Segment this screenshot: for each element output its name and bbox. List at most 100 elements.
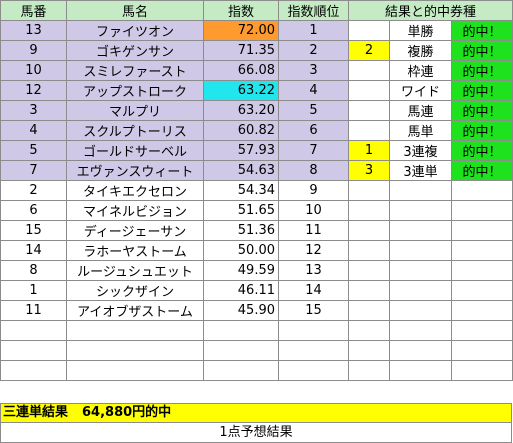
header-result: 結果と的中券種 xyxy=(348,0,513,21)
horse-index: 46.11 xyxy=(203,280,279,301)
horse-index: 60.82 xyxy=(203,120,279,141)
hit-status xyxy=(451,220,513,241)
index-rank: 6 xyxy=(278,120,349,141)
result-mark xyxy=(348,260,390,281)
trifecta-label: 三連単結果 xyxy=(3,405,69,420)
ticket-type: 3連単 xyxy=(389,160,452,181)
horse-name: ルージュシュエット xyxy=(66,260,204,281)
empty-row xyxy=(0,360,513,381)
empty-cell xyxy=(389,320,452,341)
hit-status: 的中！ xyxy=(451,160,513,181)
table-row: 5 ゴールドサーベル 57.93 7 1 3連複 的中！ xyxy=(0,140,513,161)
empty-cell xyxy=(451,360,513,381)
horse-index: 72.00 xyxy=(203,20,279,41)
index-table: 馬番 馬名 指数 指数順位 結果と的中券種 13 ファイツオン 72.00 1 単勝 的中… xyxy=(0,0,513,381)
horse-number: 14 xyxy=(0,240,67,261)
empty-cell xyxy=(389,340,452,361)
result-mark xyxy=(348,20,390,41)
ticket-type: 枠連 xyxy=(389,60,452,81)
empty-row xyxy=(0,340,513,361)
horse-name: マルプリ xyxy=(66,100,204,121)
horse-number: 11 xyxy=(0,300,67,321)
index-rank: 2 xyxy=(278,40,349,61)
empty-cell xyxy=(451,320,513,341)
empty-row xyxy=(0,320,513,341)
horse-number: 10 xyxy=(0,60,67,81)
ticket-type: 複勝 xyxy=(389,40,452,61)
horse-name: ファイツオン xyxy=(66,20,204,41)
index-rank: 7 xyxy=(278,140,349,161)
empty-cell xyxy=(348,320,390,341)
horse-index: 50.00 xyxy=(203,240,279,261)
index-rank: 8 xyxy=(278,160,349,181)
horse-name: シックザイン xyxy=(66,280,204,301)
index-rank: 13 xyxy=(278,260,349,281)
table-row: 7 エヴァンスウィート 54.63 8 3 3連単 的中！ xyxy=(0,160,513,181)
horse-number: 6 xyxy=(0,200,67,221)
empty-cell xyxy=(278,320,349,341)
empty-cell xyxy=(203,340,279,361)
empty-cell xyxy=(66,360,204,381)
horse-name: スミレファースト xyxy=(66,60,204,81)
table-row: 6 マイネルビジョン 51.65 10 xyxy=(0,200,513,221)
result-mark xyxy=(348,80,390,101)
table-row: 1 シックザイン 46.11 14 xyxy=(0,280,513,301)
result-mark xyxy=(348,100,390,121)
ticket-type: 馬連 xyxy=(389,100,452,121)
empty-cell xyxy=(278,340,349,361)
hit-status xyxy=(451,280,513,301)
ticket-type: 3連複 xyxy=(389,140,452,161)
horse-number: 8 xyxy=(0,260,67,281)
empty-cell xyxy=(0,360,67,381)
horse-number: 15 xyxy=(0,220,67,241)
index-rank: 10 xyxy=(278,200,349,221)
table-row: 3 マルプリ 63.20 5 馬連 的中！ xyxy=(0,100,513,121)
horse-index: 51.36 xyxy=(203,220,279,241)
result-mark xyxy=(348,180,390,201)
table-row: 10 スミレファースト 66.08 3 枠連 的中！ xyxy=(0,60,513,81)
table-row: 8 ルージュシュエット 49.59 13 xyxy=(0,260,513,281)
table-row: 15 ディージェーサン 51.36 11 xyxy=(0,220,513,241)
table-row: 11 アイオブザストーム 45.90 15 xyxy=(0,300,513,321)
horse-name: エヴァンスウィート xyxy=(66,160,204,181)
table-row: 14 ラホーヤストーム 50.00 12 xyxy=(0,240,513,261)
empty-cell xyxy=(451,340,513,361)
ticket-type xyxy=(389,300,452,321)
index-rank: 4 xyxy=(278,80,349,101)
horse-index: 54.34 xyxy=(203,180,279,201)
horse-name: タイキエクセロン xyxy=(66,180,204,201)
ticket-type: 単勝 xyxy=(389,20,452,41)
result-mark: 2 xyxy=(348,40,390,61)
hit-status xyxy=(451,300,513,321)
header-name: 馬名 xyxy=(66,0,204,21)
ticket-type xyxy=(389,200,452,221)
empty-cell xyxy=(66,320,204,341)
hit-status: 的中！ xyxy=(451,20,513,41)
empty-cell xyxy=(203,320,279,341)
table-row: 9 ゴキゲンサン 71.35 2 2 複勝 的中！ xyxy=(0,40,513,61)
index-rank: 12 xyxy=(278,240,349,261)
horse-name: ディージェーサン xyxy=(66,220,204,241)
horse-index: 63.20 xyxy=(203,100,279,121)
ticket-type: ワイド xyxy=(389,80,452,101)
empty-cell xyxy=(203,360,279,381)
index-rank: 3 xyxy=(278,60,349,81)
horse-number: 1 xyxy=(0,280,67,301)
hit-status: 的中！ xyxy=(451,140,513,161)
index-rank: 15 xyxy=(278,300,349,321)
one-point-note: 1点予想結果 xyxy=(0,422,512,443)
result-mark: 1 xyxy=(348,140,390,161)
hit-status: 的中！ xyxy=(451,120,513,141)
empty-cell xyxy=(0,320,67,341)
index-rank: 5 xyxy=(278,100,349,121)
horse-index: 57.93 xyxy=(203,140,279,161)
trifecta-result-bar: 三連単結果 64,880円的中 xyxy=(0,403,512,423)
hit-status: 的中！ xyxy=(451,80,513,101)
horse-number: 4 xyxy=(0,120,67,141)
header-index: 指数 xyxy=(203,0,279,21)
ticket-type xyxy=(389,260,452,281)
ticket-type xyxy=(389,180,452,201)
horse-name: アイオブザストーム xyxy=(66,300,204,321)
horse-index: 45.90 xyxy=(203,300,279,321)
